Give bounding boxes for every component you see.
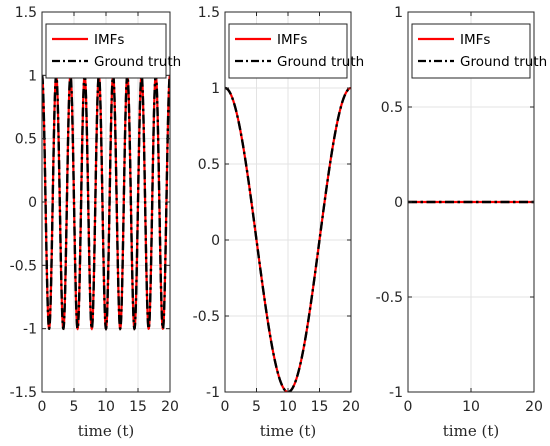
y-tick-label: 1 [211,81,220,97]
legend-box [45,23,167,79]
y-tick-label: -1 [389,385,403,401]
legend-box [228,23,348,79]
series-line-ground-truth [225,86,351,392]
series-group [225,86,351,392]
y-tick-label: 1 [28,68,37,84]
x-tick-label: 0 [404,399,413,415]
y-tick-label: 1 [394,5,403,21]
y-tick-label: -1.5 [10,385,37,401]
y-tick-label: 0.5 [198,157,220,173]
x-tick-label: 0 [221,399,230,415]
y-tick-label: -0.5 [376,290,403,306]
y-tick-label: -1 [206,385,220,401]
y-tick-label: 0.5 [381,100,403,116]
legend-label: Ground truth [94,54,181,70]
legend-label: IMFs [277,32,307,48]
y-tick-label: -0.5 [10,258,37,274]
panel-1: 0 5 10 15 20 -1.5 -1 -0.5 0 0.5 1 1.5 time (t) IMFs Gr… [10,5,182,440]
x-axis-label: time (t) [443,422,499,440]
x-tick-label: 10 [97,399,115,415]
x-tick-label: 5 [252,399,261,415]
y-tick-label: 1.5 [198,5,220,21]
x-tick-label: 10 [279,399,297,415]
series-group [42,73,170,331]
x-tick-label: 10 [462,399,480,415]
y-tick-label: 0 [28,195,37,211]
x-tick-label: 20 [161,399,179,415]
x-tick-label: 15 [129,399,147,415]
series-line-ground-truth [42,73,170,331]
y-tick-label: 1.5 [15,5,37,21]
legend-label: Ground truth [460,54,547,70]
x-tick-label: 15 [311,399,329,415]
legend-label: Ground truth [277,54,364,70]
legend-label: IMFs [460,32,490,48]
y-tick-label: 0 [394,195,403,211]
x-tick-label: 20 [342,399,360,415]
y-tick-label: -1 [23,322,37,338]
legend-box [411,23,531,79]
x-tick-label: 0 [38,399,47,415]
x-tick-label: 5 [70,399,79,415]
panel-3: 0 10 20 -1 -0.5 0 0.5 1 time (t) IMFs Ground truth [376,5,548,440]
x-axis-label: time (t) [78,422,134,440]
y-tick-label: 0 [211,233,220,249]
x-axis-label: time (t) [260,422,316,440]
x-tick-label: 20 [525,399,543,415]
panel-2: 0 5 10 15 20 -1 -0.5 0 0.5 1 1.5 time (t) IMFs Ground… [193,5,365,440]
y-tick-label: -0.5 [193,309,220,325]
legend-label: IMFs [94,32,124,48]
y-tick-label: 0.5 [15,132,37,148]
